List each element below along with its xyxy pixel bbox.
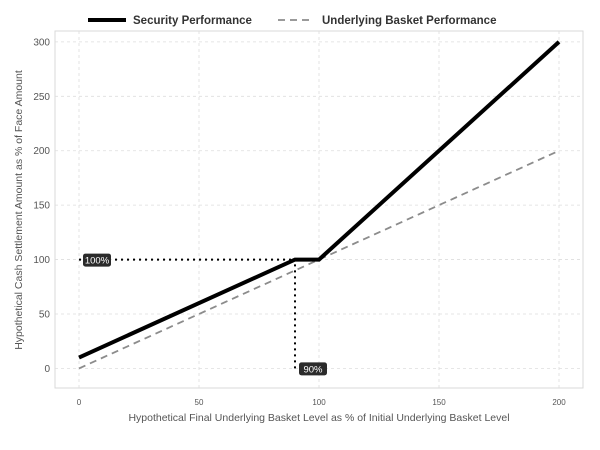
y-tick-label: 200: [33, 146, 50, 157]
y-tick-label: 100: [33, 255, 50, 266]
series-lines: [78, 40, 561, 370]
y-tick-label: 300: [33, 37, 50, 48]
y-tick-label: 0: [44, 364, 50, 375]
annotation-tags: 100% 90%: [83, 253, 327, 376]
y-tick-label: 50: [39, 309, 51, 320]
grid: [55, 31, 583, 388]
y-tick-label: 250: [33, 92, 50, 103]
legend: Security Performance Underlying Basket P…: [88, 15, 496, 27]
x-tick-label: 150: [432, 398, 446, 407]
series-line-basket: [78, 149, 560, 370]
annotation-tag-box: [83, 253, 111, 267]
axis-ticks: 0 50 100 150 200 0 50 100 150 200 250 300: [33, 37, 566, 407]
annotation-tag-label: 100%: [85, 256, 110, 267]
y-tick-label: 150: [33, 201, 50, 212]
y-axis-title: Hypothetical Cash Settlement Amount as %…: [13, 70, 25, 350]
legend-label-security: Security Performance: [133, 15, 252, 27]
annotation-tag-label: 90%: [303, 364, 323, 375]
x-tick-label: 100: [312, 398, 326, 407]
legend-label-basket: Underlying Basket Performance: [322, 15, 496, 27]
x-tick-label: 0: [77, 398, 82, 407]
x-tick-label: 200: [552, 398, 566, 407]
reference-lines: [79, 258, 319, 369]
x-tick-label: 50: [195, 398, 204, 407]
series-line-security: [78, 40, 561, 360]
annotation-tag-box: [299, 362, 327, 376]
x-axis-title: Hypothetical Final Underlying Basket Lev…: [128, 412, 509, 424]
